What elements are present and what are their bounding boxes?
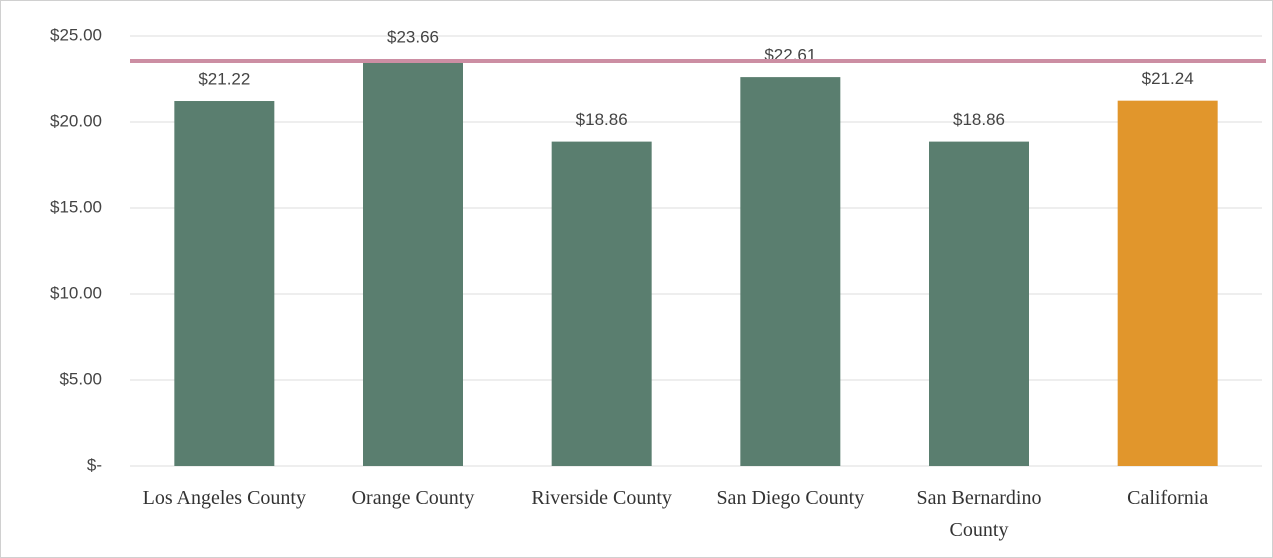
x-tick-label-box: San Bernardino County (916, 487, 1042, 541)
y-tick-label: $20.00 (50, 111, 102, 130)
bar (174, 101, 275, 467)
x-tick-label: San Diego County (716, 487, 865, 509)
x-tick-label-box: California (1127, 487, 1209, 509)
bar (551, 141, 652, 466)
y-tick-label: $15.00 (50, 197, 102, 216)
x-tick-label-box: Los Angeles County (142, 487, 306, 509)
data-label: $21.24 (1142, 69, 1194, 88)
x-tick-label-box: Orange County (351, 487, 475, 509)
y-tick-label: $10.00 (50, 283, 102, 302)
data-label: $23.66 (387, 28, 439, 47)
x-tick-label: San Bernardino County (916, 487, 1042, 541)
data-label: $21.22 (198, 70, 250, 89)
x-tick-label: Riverside County (531, 487, 672, 509)
x-tick-label: Los Angeles County (142, 487, 306, 509)
x-tick-label: Orange County (351, 487, 475, 509)
bar (740, 77, 841, 466)
x-tick-label-box: Riverside County (531, 487, 672, 509)
x-tick-label: California (1127, 487, 1209, 509)
data-label: $18.86 (953, 110, 1005, 129)
bar (363, 59, 463, 466)
bar (1117, 100, 1218, 466)
bar (929, 141, 1029, 466)
y-tick-label: $5.00 (59, 369, 102, 388)
y-tick-label: $25.00 (50, 25, 102, 44)
y-tick-label: $- (87, 455, 102, 474)
x-tick-label-box: San Diego County (716, 487, 865, 509)
data-label: $18.86 (576, 110, 628, 129)
